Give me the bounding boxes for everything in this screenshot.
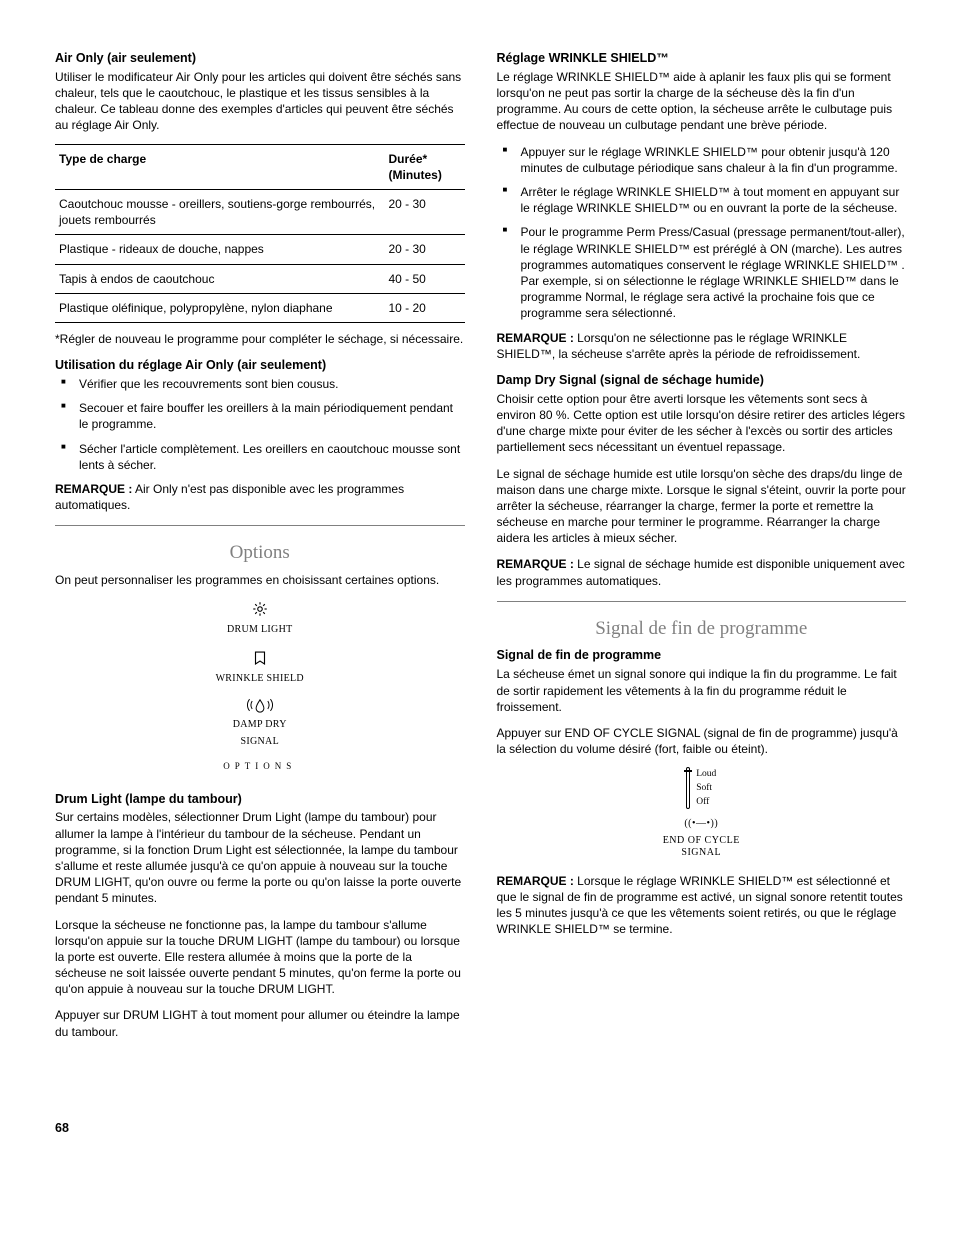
cell-type: Tapis à endos de caoutchouc xyxy=(55,264,385,293)
air-only-usage-list: Vérifier que les recouvrements sont bien… xyxy=(55,376,465,473)
para-wrinkle-shield-intro: Le réglage WRINKLE SHIELD™ aide à aplani… xyxy=(497,69,907,134)
eoc-label-2: SIGNAL xyxy=(497,847,907,859)
th-duration: Durée* (Minutes) xyxy=(385,144,465,189)
wrinkle-shield-icon xyxy=(55,649,465,667)
page-number: 68 xyxy=(55,1120,906,1137)
remark-damp-dry: REMARQUE : Le signal de séchage humide e… xyxy=(497,556,907,588)
damp-dry-signal-icon xyxy=(55,697,465,713)
th-type: Type de charge xyxy=(55,144,385,189)
air-only-table: Type de charge Durée* (Minutes) Caoutcho… xyxy=(55,144,465,323)
para-drum-light-1: Sur certains modèles, sélectionner Drum … xyxy=(55,809,465,906)
list-item: Secouer et faire bouffer les oreillers à… xyxy=(55,400,465,432)
remark-end-of-cycle: REMARQUE : Lorsque le réglage WRINKLE SH… xyxy=(497,873,907,938)
dial-icon xyxy=(686,767,690,809)
para-air-only-intro: Utiliser le modificateur Air Only pour l… xyxy=(55,69,465,134)
cell-duration: 10 - 20 xyxy=(385,293,465,322)
heading-end-of-cycle: Signal de fin de programme xyxy=(497,647,907,664)
option-label-drum-light: DRUM LIGHT xyxy=(227,624,293,635)
para-drum-light-3: Appuyer sur DRUM LIGHT à tout moment pou… xyxy=(55,1007,465,1039)
dial-option-soft: Soft xyxy=(696,781,716,795)
option-label-wrinkle-shield: WRINKLE SHIELD xyxy=(216,673,304,684)
drum-light-icon xyxy=(55,600,465,618)
cell-type: Plastique oléfinique, polypropylène, nyl… xyxy=(55,293,385,322)
remark-label: REMARQUE : xyxy=(497,557,574,571)
table-row: Plastique oléfinique, polypropylène, nyl… xyxy=(55,293,465,322)
heading-drum-light: Drum Light (lampe du tambour) xyxy=(55,791,465,808)
para-drum-light-2: Lorsque la sécheuse ne fonctionne pas, l… xyxy=(55,917,465,998)
para-damp-dry-2: Le signal de séchage humide est utile lo… xyxy=(497,466,907,547)
heading-air-only: Air Only (air seulement) xyxy=(55,50,465,67)
para-signal-1: La sécheuse émet un signal sonore qui in… xyxy=(497,666,907,715)
section-title-options: Options xyxy=(55,540,465,566)
section-title-signal: Signal de fin de programme xyxy=(497,616,907,642)
dial-option-loud: Loud xyxy=(696,767,716,781)
dial-option-off: Off xyxy=(696,795,716,809)
heading-air-only-usage: Utilisation du réglage Air Only (air seu… xyxy=(55,357,465,374)
table-row: Caoutchouc mousse - oreillers, soutiens-… xyxy=(55,190,465,235)
list-item: Pour le programme Perm Press/Casual (pre… xyxy=(497,224,907,321)
eoc-label-1: END OF CYCLE xyxy=(497,835,907,847)
wrinkle-shield-list: Appuyer sur le réglage WRINKLE SHIELD™ p… xyxy=(497,144,907,322)
cell-type: Caoutchouc mousse - oreillers, soutiens-… xyxy=(55,190,385,235)
cell-duration: 40 - 50 xyxy=(385,264,465,293)
cell-duration: 20 - 30 xyxy=(385,235,465,264)
remark-label: REMARQUE : xyxy=(55,482,132,496)
heading-damp-dry: Damp Dry Signal (signal de séchage humid… xyxy=(497,372,907,389)
para-signal-2: Appuyer sur END OF CYCLE SIGNAL (signal … xyxy=(497,725,907,757)
list-item: Vérifier que les recouvrements sont bien… xyxy=(55,376,465,392)
divider xyxy=(55,525,465,526)
list-item: Appuyer sur le réglage WRINKLE SHIELD™ p… xyxy=(497,144,907,176)
para-options-intro: On peut personnaliser les programmes en … xyxy=(55,572,465,588)
remark-wrinkle-shield: REMARQUE : Lorsqu'on ne sélectionne pas … xyxy=(497,330,907,362)
cell-duration: 20 - 30 xyxy=(385,190,465,235)
para-damp-dry-1: Choisir cette option pour être averti lo… xyxy=(497,391,907,456)
option-label-damp-dry-2: SIGNAL xyxy=(241,736,279,747)
table-footnote: *Régler de nouveau le programme pour com… xyxy=(55,331,465,347)
divider xyxy=(497,601,907,602)
heading-wrinkle-shield: Réglage WRINKLE SHIELD™ xyxy=(497,50,907,67)
remark-label: REMARQUE : xyxy=(497,331,574,345)
list-item: Arrêter le réglage WRINKLE SHIELD™ à tou… xyxy=(497,184,907,216)
list-item: Sécher l'article complètement. Les oreil… xyxy=(55,441,465,473)
table-row: Plastique - rideaux de douche, nappes 20… xyxy=(55,235,465,264)
remark-air-only: REMARQUE : Air Only n'est pas disponible… xyxy=(55,481,465,513)
sound-wave-icon: ((•—•)) xyxy=(497,817,907,831)
option-label-damp-dry: DAMP DRY xyxy=(233,719,287,730)
options-caption: OPTIONS xyxy=(55,760,465,772)
table-row: Tapis à endos de caoutchouc 40 - 50 xyxy=(55,264,465,293)
options-figure: DRUM LIGHT WRINKLE SHIELD xyxy=(55,600,465,772)
remark-label: REMARQUE : xyxy=(497,874,574,888)
cell-type: Plastique - rideaux de douche, nappes xyxy=(55,235,385,264)
end-of-cycle-figure: Loud Soft Off ((•—•)) END OF CYCLE SIGNA… xyxy=(497,767,907,859)
